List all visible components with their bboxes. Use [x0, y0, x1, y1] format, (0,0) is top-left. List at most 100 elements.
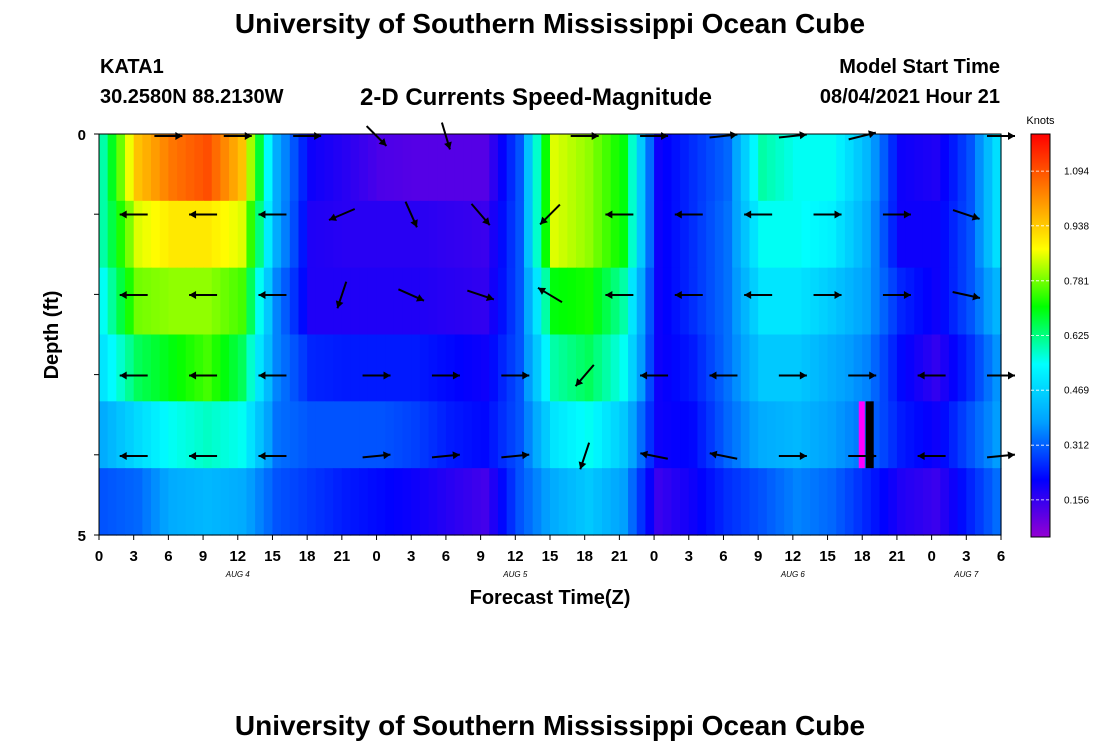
heatmap-cell	[558, 334, 568, 402]
heatmap-cell	[723, 468, 733, 536]
heatmap-cell	[220, 200, 230, 269]
heatmap-cell	[836, 134, 846, 202]
heatmap-cell	[671, 401, 681, 469]
heatmap-cell	[628, 134, 638, 202]
heatmap-cell	[758, 401, 768, 469]
heatmap-cell	[419, 334, 430, 402]
current-arrow	[709, 371, 738, 380]
heatmap-cell	[931, 334, 941, 402]
heatmap-cell	[619, 401, 629, 469]
heatmap-cell	[194, 267, 204, 336]
heatmap-cell	[272, 267, 282, 336]
heatmap-cell	[766, 401, 777, 469]
heatmap-cell	[818, 401, 829, 469]
arrow-head	[709, 371, 717, 380]
heatmap-cell	[281, 468, 291, 536]
heatmap-cell	[307, 334, 317, 402]
heatmap-cell	[333, 334, 343, 402]
heatmap-cell	[125, 334, 135, 402]
heatmap-cell	[480, 468, 490, 536]
heatmap-cell	[602, 334, 612, 402]
heatmap-cell	[489, 468, 499, 536]
heatmap-cell	[411, 200, 421, 269]
x-tick-label: 21	[889, 548, 906, 565]
current-arrow	[709, 450, 738, 460]
heatmap-cell	[298, 468, 308, 536]
heatmap-cell	[194, 134, 204, 202]
current-arrow	[470, 203, 491, 226]
heatmap-cell	[437, 468, 447, 536]
x-tick-label: 0	[650, 548, 658, 565]
arrow-head	[258, 291, 266, 299]
heatmap-cell	[480, 334, 490, 402]
heatmap-cell	[593, 468, 603, 536]
heatmap-cell	[463, 134, 473, 202]
arrow-head	[119, 291, 127, 299]
heatmap-cell	[506, 401, 516, 469]
arrow-head	[799, 452, 807, 460]
heatmap-cell	[541, 267, 551, 336]
heatmap-cell	[940, 401, 950, 469]
heatmap-cell	[645, 334, 655, 402]
x-tick-label: 6	[997, 548, 1005, 565]
arrow-head	[674, 291, 682, 299]
arrow-head	[416, 294, 425, 302]
current-arrow	[709, 131, 738, 140]
heatmap-cell	[523, 334, 534, 402]
heatmap-cell	[281, 267, 291, 336]
heatmap-cell	[966, 200, 976, 269]
heatmap-cell	[584, 134, 594, 202]
heatmap-cell	[905, 267, 915, 336]
heatmap-cell	[836, 334, 846, 402]
heatmap-cell	[957, 334, 967, 402]
heatmap-cell	[688, 334, 699, 402]
date-label: AUG 5	[502, 570, 528, 579]
current-vectors	[119, 122, 1016, 470]
x-axis-label: Forecast Time(Z)	[470, 587, 631, 609]
heatmap-cell	[203, 468, 213, 536]
arrow-head	[869, 452, 877, 460]
heatmap-cell	[818, 267, 829, 336]
heatmap-cell	[749, 200, 759, 269]
heatmap-cell	[445, 468, 456, 536]
heatmap-cell	[914, 401, 924, 469]
heatmap-cell	[281, 200, 291, 269]
heatmap-cell	[853, 200, 863, 269]
arrow-head	[799, 371, 807, 380]
heatmap-cell	[740, 334, 751, 402]
heatmap-cell	[688, 200, 699, 269]
current-arrow	[813, 210, 842, 219]
heatmap-cell	[515, 401, 525, 469]
heatmap-cell	[801, 334, 811, 402]
heatmap-cell	[419, 134, 430, 202]
x-tick-label: 21	[334, 548, 351, 565]
heatmap-cell	[315, 468, 326, 536]
x-tick-label: 12	[507, 548, 524, 565]
arrow-head	[383, 371, 391, 380]
heatmap-cell	[393, 267, 404, 336]
current-arrow	[365, 125, 388, 147]
heatmap-cell	[550, 334, 560, 402]
arrow-head	[917, 452, 925, 460]
heatmap-cell	[411, 267, 421, 336]
heatmap-cell	[116, 200, 126, 269]
heatmap-cell	[610, 401, 620, 469]
heatmap-cell	[411, 468, 421, 536]
heatmap-cell	[983, 334, 993, 402]
heatmap-cell	[749, 267, 759, 336]
heatmap-cell	[168, 468, 178, 536]
station-id: KATA1	[100, 56, 164, 78]
current-arrow	[189, 210, 218, 219]
heatmap-cell	[966, 134, 976, 202]
arrow-head	[605, 291, 613, 299]
current-arrow	[674, 291, 703, 299]
heatmap-cell	[324, 267, 334, 336]
heatmap-cell	[298, 267, 308, 336]
heatmap-cell	[706, 334, 716, 402]
heatmap-cell	[428, 334, 438, 402]
current-arrow	[744, 210, 773, 219]
heatmap-cell	[697, 334, 707, 402]
heatmap-cell	[463, 401, 473, 469]
heatmap-cell	[905, 200, 915, 269]
heatmap-cell	[940, 200, 950, 269]
